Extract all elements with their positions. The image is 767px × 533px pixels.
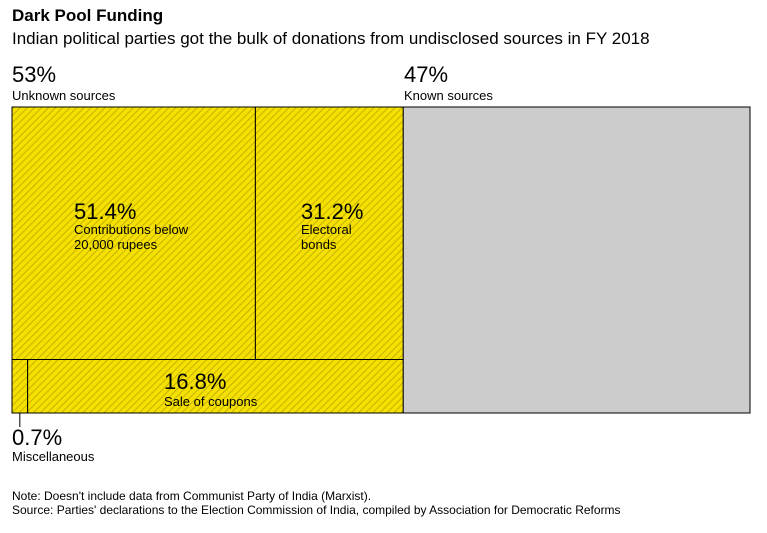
- electoral-bonds-name-line2: bonds: [301, 237, 337, 252]
- coupons-name-label: Sale of coupons: [164, 394, 258, 409]
- footnote: Note: Doesn't include data from Communis…: [12, 489, 372, 503]
- chart-subtitle: Indian political parties got the bulk of…: [12, 29, 650, 48]
- unknown-sources-percent: 53%: [12, 62, 57, 87]
- source-note: Source: Parties' declarations to the Ele…: [12, 503, 621, 517]
- electoral-bonds-name-line1: Electoral: [301, 222, 352, 237]
- contributions-name-line1: Contributions below: [74, 222, 189, 237]
- miscellaneous-cell: [11, 359, 29, 414]
- electoral-bonds-percent-label: 31.2%: [301, 199, 364, 224]
- known-sources-label: Known sources: [404, 88, 493, 103]
- miscellaneous-name-label: Miscellaneous: [12, 449, 95, 464]
- sale-of-coupons-cell: [27, 359, 404, 414]
- miscellaneous-percent-label: 0.7%: [12, 425, 63, 450]
- contributions-percent-label: 51.4%: [74, 199, 137, 224]
- contributions-below-20000-cell: [11, 106, 256, 361]
- known-sources-cell: [402, 106, 751, 414]
- known-sources-percent: 47%: [404, 62, 449, 87]
- contributions-name-line2: 20,000 rupees: [74, 237, 158, 252]
- coupons-percent-label: 16.8%: [164, 369, 227, 394]
- unknown-sources-label: Unknown sources: [12, 88, 116, 103]
- chart-title: Dark Pool Funding: [12, 6, 164, 25]
- electoral-bonds-cell: [254, 106, 404, 361]
